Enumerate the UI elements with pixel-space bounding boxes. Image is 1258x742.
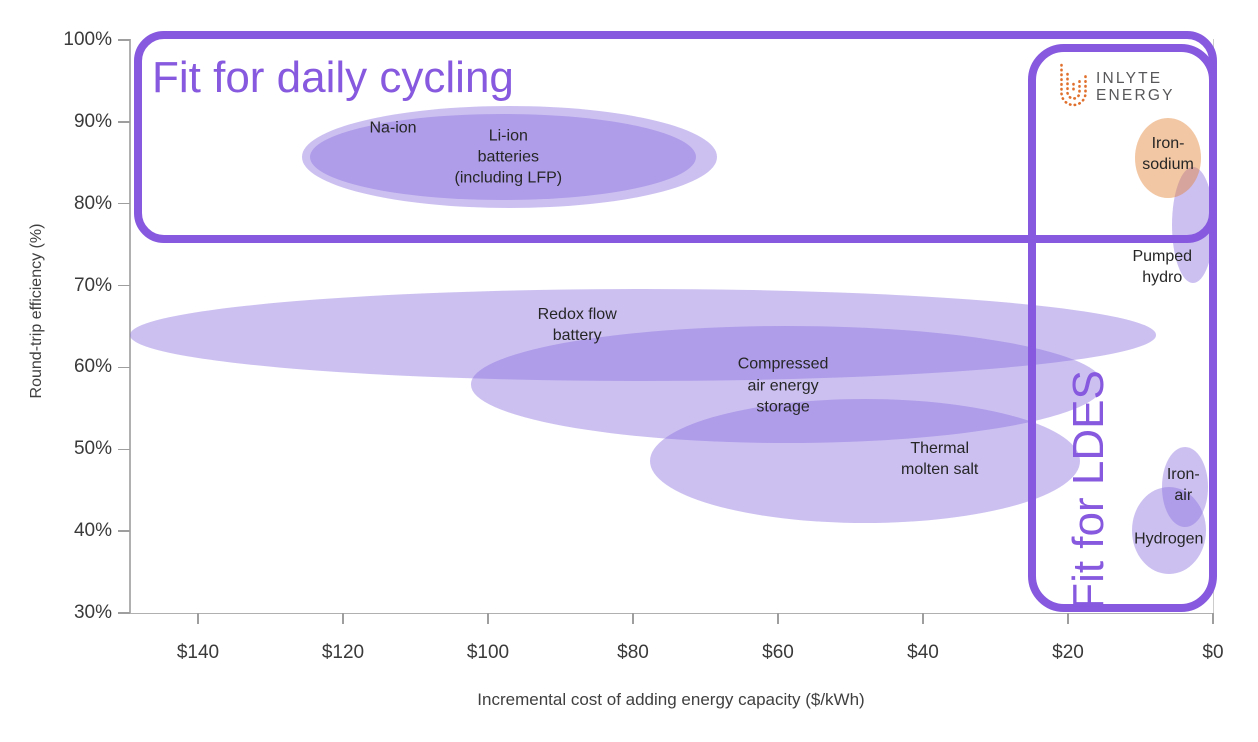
y-tick-mark xyxy=(118,39,130,41)
y-tick-label: 80% xyxy=(73,192,112,214)
iron-air-label: Iron- air xyxy=(1166,466,1200,505)
x-tick-mark xyxy=(1067,613,1069,624)
fit-for-daily-cycling-label: Fit for daily cycling xyxy=(152,53,514,102)
hydrogen-label: Hydrogen xyxy=(1134,530,1204,548)
x-tick-label: $140 xyxy=(176,642,220,663)
logo-line-2: ENERGY xyxy=(1096,86,1175,104)
x-tick-mark xyxy=(632,613,634,624)
x-tick-label: $80 xyxy=(617,642,649,663)
y-tick-mark xyxy=(118,121,130,123)
thermal-molten-salt-ellipse xyxy=(649,398,1081,523)
y-tick-label: 30% xyxy=(73,602,112,623)
thermal-molten-salt-label: Thermal molten salt xyxy=(900,439,979,479)
y-axis-line xyxy=(129,39,131,613)
y-tick-mark xyxy=(118,284,130,287)
x-axis-line xyxy=(129,612,1215,614)
y-tick-label: 70% xyxy=(73,274,112,296)
li-ion-batteries-ellipse xyxy=(310,113,697,201)
na-ion-label: Na-ion xyxy=(369,119,417,137)
y-tick-label: 50% xyxy=(73,438,112,460)
x-tick-label: $0 xyxy=(1202,642,1224,663)
x-tick-label: $100 xyxy=(466,642,510,663)
y-tick-mark xyxy=(118,366,130,369)
x-tick-mark xyxy=(487,613,489,624)
inlyte-energy-logo: INLYTE ENERGY xyxy=(1058,63,1175,110)
y-tick-label: 90% xyxy=(73,110,112,132)
x-tick-mark xyxy=(922,613,924,624)
x-tick-mark xyxy=(1212,613,1214,624)
x-tick-label: $20 xyxy=(1052,642,1084,663)
logo-line-1: INLYTE xyxy=(1096,69,1163,87)
y-tick-mark xyxy=(118,612,130,614)
x-tick-mark xyxy=(777,613,779,624)
iron-sodium-label: Iron- sodium xyxy=(1142,134,1194,173)
x-axis-title: Incremental cost of adding energy capaci… xyxy=(477,690,865,709)
iron-sodium-ellipse xyxy=(1134,117,1202,198)
compressed-air-energy-storage-ellipse xyxy=(470,326,1103,443)
y-tick-label: 40% xyxy=(73,520,112,542)
na-ion-ellipse xyxy=(302,106,718,208)
x-tick-label: $120 xyxy=(321,642,365,663)
y-tick-label: 60% xyxy=(73,356,112,378)
y-tick-mark xyxy=(118,530,130,532)
compressed-air-energy-storage-label: Compressed air energy storage xyxy=(737,355,829,415)
fit-for-ldes-box xyxy=(1028,44,1217,612)
inlyte-nested-u-arcs-icon xyxy=(1060,63,1087,107)
y-tick-label: 100% xyxy=(63,28,112,50)
fit-for-ldes-label: Fit for LDES xyxy=(1064,370,1113,610)
x-tick-label: $40 xyxy=(907,642,939,663)
y-tick-mark xyxy=(118,202,130,205)
redox-flow-battery-ellipse xyxy=(129,288,1157,381)
x-tick-label: $60 xyxy=(762,642,794,663)
logo-wordmark: INLYTE ENERGY xyxy=(1096,70,1175,104)
iron-air-ellipse xyxy=(1161,446,1208,528)
li-ion-batteries-label: Li-ion batteries (including LFP) xyxy=(454,127,563,187)
y-tick-mark xyxy=(118,448,130,451)
hydrogen-ellipse xyxy=(1131,486,1206,574)
redox-flow-battery-label: Redox flow battery xyxy=(537,305,617,344)
x-tick-mark xyxy=(342,613,344,624)
y-axis-title: Round-trip efficiency (%) xyxy=(28,223,45,399)
x-tick-mark xyxy=(197,613,199,624)
pumped-hydro-label: Pumped hydro xyxy=(1132,247,1193,286)
